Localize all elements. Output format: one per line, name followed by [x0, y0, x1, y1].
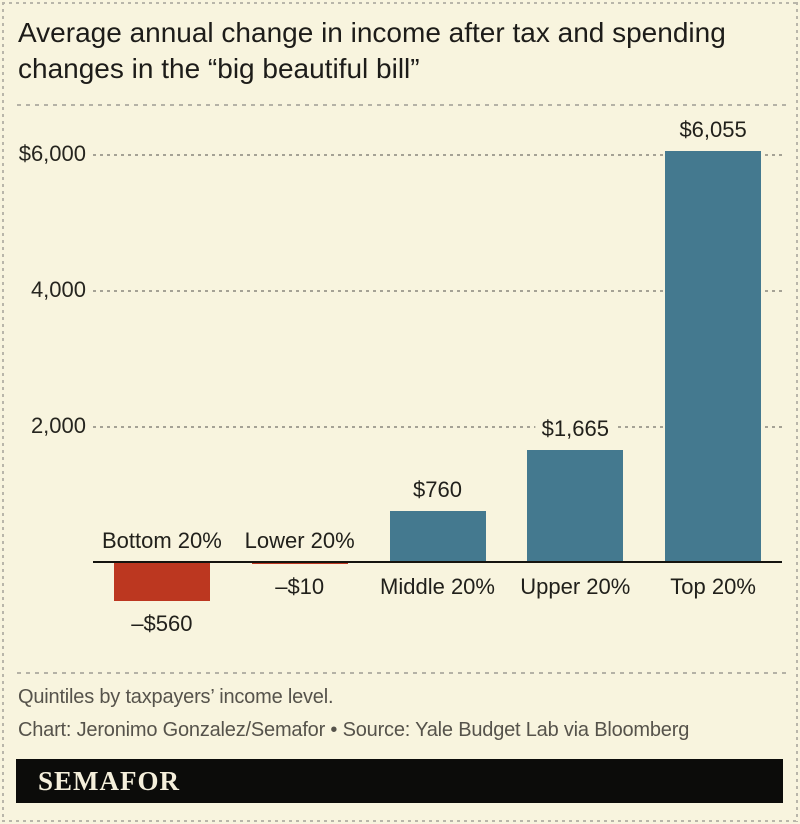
- bar-value-label: $760: [407, 477, 468, 503]
- bar-value-text: $1,665: [535, 415, 615, 441]
- y-axis-tick-label: 2,000: [30, 413, 86, 438]
- page-border-top: [2, 2, 798, 4]
- bar-value-label: –$10: [269, 573, 331, 600]
- title-separator: [17, 104, 786, 106]
- y-axis-tick-label: 4,000: [30, 277, 86, 302]
- bar-category-label: Upper 20%: [520, 574, 631, 599]
- bar-category-label: Lower 20%: [244, 528, 355, 553]
- bar-value-label: $6,055: [673, 117, 753, 143]
- chart-title-line1: Average annual change in income after ta…: [18, 17, 726, 48]
- bar-middle-20-: [389, 511, 486, 563]
- gridline-6000: [93, 154, 782, 156]
- gridline-2000: [93, 426, 782, 428]
- bar-value-label: $1,665: [535, 415, 615, 442]
- bar-value-text: –$560: [125, 611, 199, 637]
- chart-title: Average annual change in income after ta…: [18, 15, 778, 87]
- page-border-bottom: [2, 820, 798, 822]
- semafor-logo: SEMAFOR: [38, 765, 180, 796]
- bar-bottom-20-: [113, 563, 210, 602]
- bar-upper-20-: [527, 449, 624, 563]
- x-axis-line: [93, 561, 782, 563]
- bar-category-label: Middle 20%: [380, 574, 495, 599]
- bar-category-label: Bottom 20%: [101, 528, 222, 553]
- bar-lower-20-: [251, 563, 348, 564]
- bar-value-text: $760: [407, 477, 468, 503]
- bar-value-text: $6,055: [673, 117, 753, 143]
- chart-credit: Chart: Jeronimo Gonzalez/Semafor • Sourc…: [18, 719, 690, 741]
- page-border-left: [2, 2, 4, 822]
- brand-bar: SEMAFOR: [16, 759, 783, 803]
- bar-top-20-: [665, 151, 762, 563]
- y-axis-tick-label: $6,000: [18, 141, 86, 166]
- bar-value-text: –$10: [269, 573, 331, 599]
- chart-footnote: Quintiles by taxpayers’ income level.: [18, 686, 334, 708]
- page-border-right: [796, 2, 798, 822]
- chart-title-line2: changes in the “big beautiful bill”: [18, 53, 420, 84]
- footer-separator: [17, 672, 786, 674]
- gridline-4000: [93, 290, 782, 292]
- bar-value-label: –$560: [125, 611, 199, 637]
- bar-category-label: Top 20%: [670, 574, 756, 599]
